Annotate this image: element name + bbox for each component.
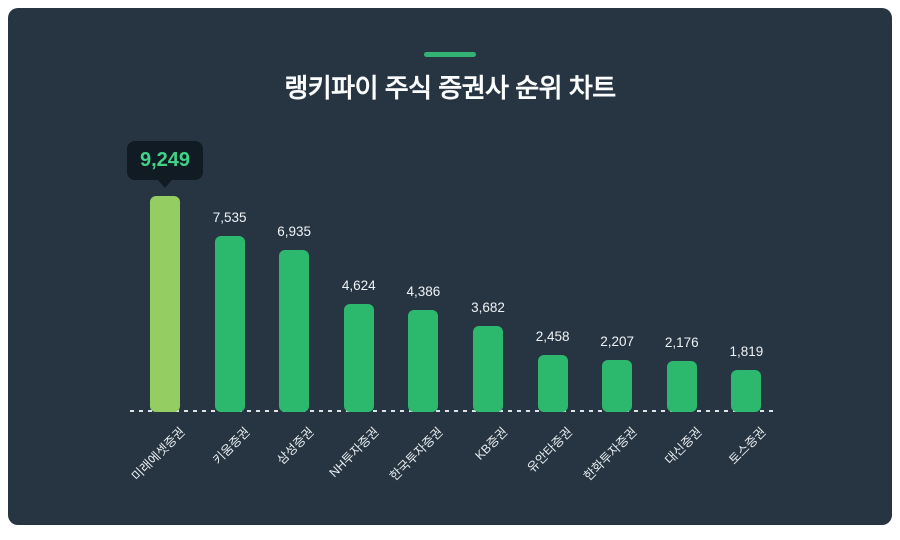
x-axis-label: 토스증권 — [726, 424, 770, 468]
bar — [666, 361, 697, 412]
bar-value-label: 7,535 — [212, 210, 247, 225]
bar — [408, 310, 439, 412]
x-axis-label: 미래에셋증권 — [129, 424, 188, 484]
x-axis-label: 대신증권 — [662, 424, 705, 468]
bar-value-label: 3,682 — [471, 300, 505, 315]
bar — [214, 236, 245, 412]
bar — [473, 326, 503, 412]
bar — [279, 250, 310, 412]
bar-value-label: 4,624 — [341, 278, 376, 293]
bar-value-label: 2,207 — [600, 334, 635, 349]
x-axis-label: 삼성증권 — [274, 424, 317, 468]
chart-card: 랭키파이 주식 증권사 순위 차트 9,249 미래에셋증권 7,535 키움증권 6,… — [8, 8, 892, 525]
bar-value-label: 6,935 — [277, 224, 312, 239]
x-axis-label: NH투자증권 — [326, 424, 382, 481]
bar-value-label: 1,819 — [729, 344, 764, 359]
x-axis-label: 한화투자증권 — [581, 424, 640, 484]
bar — [343, 304, 374, 412]
value-tooltip: 9,249 — [126, 141, 204, 180]
x-axis-label: 한국투자증권 — [387, 424, 447, 484]
x-axis-baseline — [130, 410, 775, 412]
title-accent-dash — [424, 52, 476, 57]
chart-title: 랭키파이 주식 증권사 순위 차트 — [284, 73, 616, 103]
bar — [537, 355, 568, 412]
x-axis-label: KB증권 — [472, 424, 511, 463]
bar — [602, 360, 633, 412]
x-axis-label: 키움증권 — [209, 424, 253, 468]
bar-value-label: 2,458 — [535, 329, 570, 344]
bar — [731, 370, 762, 412]
bar-highlighted — [150, 196, 180, 412]
x-axis-label: 유안타증권 — [524, 424, 576, 476]
bar-chart: 9,249 미래에셋증권 7,535 키움증권 6,935 삼성증권 4,624 NH투자증권… — [8, 8, 892, 525]
tooltip-value: 9,249 — [139, 149, 191, 171]
bar-value-label: 4,386 — [406, 284, 441, 299]
bar-value-label: 2,176 — [664, 335, 699, 350]
